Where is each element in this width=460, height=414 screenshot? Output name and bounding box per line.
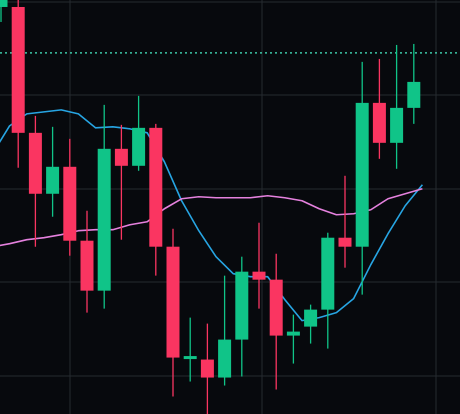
candle-down (28, 115, 42, 247)
candle-down (149, 123, 163, 276)
candle-body (338, 237, 352, 247)
candle-down (63, 138, 77, 256)
candle-up (97, 104, 111, 309)
candle-up (286, 314, 300, 364)
candle-up (390, 44, 404, 169)
candle-body (28, 132, 42, 194)
candle-down (166, 228, 180, 397)
candle-down (338, 175, 352, 268)
candle-body (252, 271, 266, 280)
candle-body (269, 279, 283, 336)
candle-down (80, 210, 94, 313)
candle-up (304, 304, 318, 344)
candle-up (183, 317, 197, 382)
candle-body (132, 127, 146, 166)
candle-up (218, 275, 232, 386)
candle-body (183, 356, 197, 360)
candle-up (321, 232, 335, 349)
candles-layer (0, 0, 421, 414)
candle-body (200, 359, 214, 378)
candle-body (372, 102, 386, 143)
candle-down (11, 0, 25, 168)
candle-body (0, 0, 8, 7)
candle-up (132, 95, 146, 171)
candle-up (407, 43, 421, 124)
candle-body (235, 271, 249, 340)
candle-body (97, 148, 111, 291)
candle-body (149, 127, 163, 247)
candle-body (390, 107, 404, 143)
candle-down (372, 58, 386, 159)
candle-body (355, 102, 369, 247)
candle-body (321, 237, 335, 310)
candle-down (114, 124, 128, 240)
candle-body (11, 6, 25, 133)
candle-body (218, 339, 232, 378)
candle-body (166, 246, 180, 358)
moving-average-fast-line (0, 109, 424, 322)
candle-down (200, 323, 214, 414)
candle-up (235, 256, 249, 377)
candle-down (252, 222, 266, 309)
candle-up (46, 126, 60, 217)
candle-body (407, 81, 421, 108)
candle-body (46, 166, 60, 194)
candle-up (355, 61, 369, 295)
candle-down (269, 253, 283, 390)
candle-body (286, 331, 300, 336)
candle-body (63, 166, 77, 241)
candle-body (80, 240, 94, 291)
candle-up (0, 0, 8, 22)
candle-body (114, 148, 128, 166)
candle-body (304, 309, 318, 327)
